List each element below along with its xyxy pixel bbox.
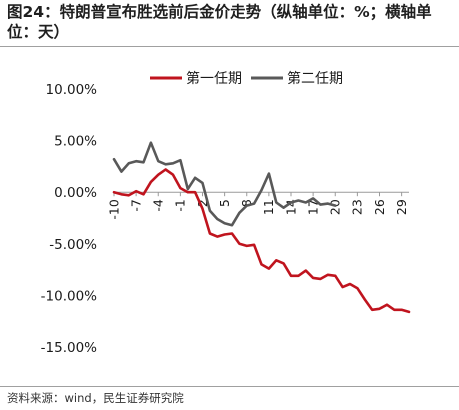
y-tick-label: 0.00% [54,185,97,201]
x-tick-label: 14 [283,199,298,215]
legend-label: 第一任期 [186,70,242,87]
y-tick-label: 5.00% [54,134,97,150]
x-tick-label: 2 [195,199,210,207]
y-axis-ticks: 10.00% 5.00% 0.00% -5.00% -10.00% -15.00% [41,82,98,356]
x-tick-label: 8 [239,199,254,207]
header-rule [0,46,459,47]
x-tick-label: 29 [394,199,409,215]
x-tick-label: 23 [350,199,365,215]
series-line-second-term [112,141,337,227]
y-tick-label: -15.00% [41,340,98,356]
series-line-first-term [112,168,411,314]
y-tick-label: -10.00% [41,288,98,304]
x-tick-label: 5 [217,199,232,207]
x-tick-label: 17 [306,199,321,215]
legend-label: 第二任期 [287,70,343,87]
legend: 第一任期 第二任期 [150,70,343,87]
x-tick-label: 20 [328,199,343,215]
series-layer [112,141,411,314]
footer-rule [0,386,459,387]
x-tick-label: 11 [261,199,276,215]
x-tick-label: 26 [372,199,387,215]
x-tick-label: -7 [129,199,144,211]
x-tick-label: -10 [106,199,121,219]
y-tick-label: 10.00% [46,82,98,98]
x-tick-label: -1 [173,199,188,211]
figure-title: 图24：特朗普宣布胜选前后金价走势（纵轴单位：%；横轴单位：天） [7,3,432,41]
x-axis-ticks: -10 -7 -4 -1 2 5 8 11 14 17 20 23 26 29 [106,192,409,220]
source-note: 资料来源：wind，民生证券研究院 [7,391,184,405]
y-tick-label: -5.00% [49,237,97,253]
x-tick-label: -4 [151,199,166,212]
